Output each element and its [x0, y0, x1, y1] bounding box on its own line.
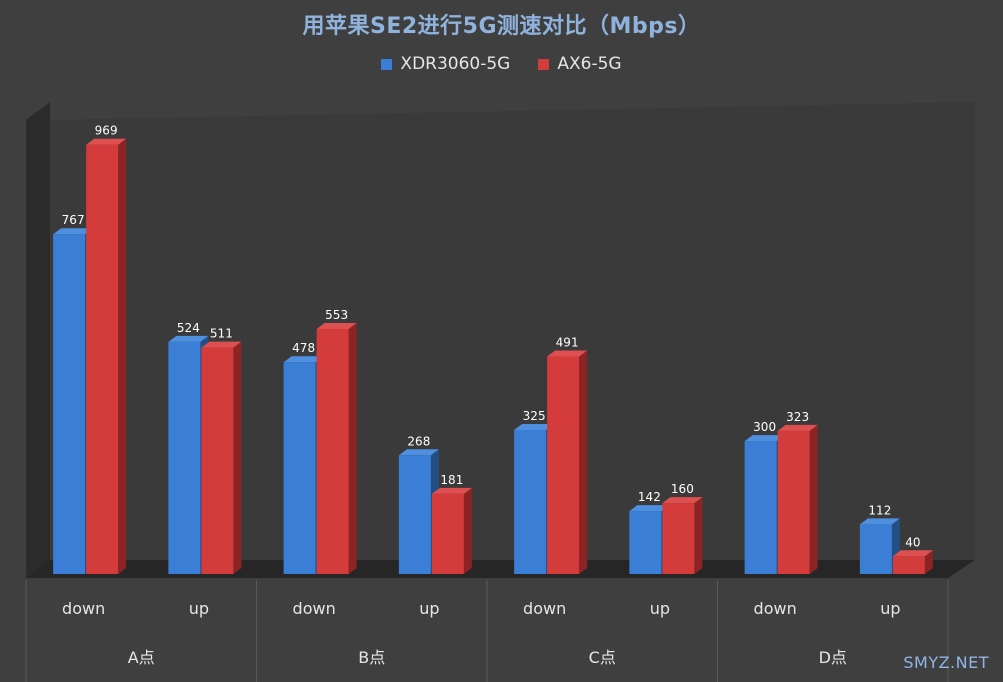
data-label-s1-c4: 268 [407, 434, 430, 448]
bar-top-s2-c4 [431, 487, 472, 494]
category-label-7: down [754, 599, 797, 618]
bar-top-s1-c7 [744, 435, 785, 442]
legend-swatch-series-1 [381, 58, 393, 70]
data-label-s1-c8: 112 [868, 503, 891, 517]
bar-side-s2-c2 [233, 341, 242, 574]
bar-s1-c5 [514, 430, 547, 574]
category-label-5: down [523, 599, 566, 618]
bar-top-s2-c1 [86, 138, 127, 145]
category-label-8: up [880, 599, 900, 618]
data-label-s2-c7: 323 [786, 410, 809, 424]
legend-item-series-2: AX6-5G [538, 54, 622, 74]
data-label-s1-c5: 325 [523, 409, 546, 423]
data-label-s1-c1: 767 [62, 213, 85, 227]
bar-s2-c3 [316, 329, 349, 574]
bar-top-s1-c8 [859, 518, 900, 525]
data-label-s1-c7: 300 [753, 420, 776, 434]
group-label-2: B点 [358, 648, 385, 667]
category-label-2: up [189, 599, 209, 618]
group-label-3: C点 [589, 648, 616, 667]
group-label-1: A点 [128, 648, 155, 667]
bar-s2-c6 [662, 503, 695, 574]
legend-label-series-2: AX6-5G [557, 54, 622, 74]
bar-side-s2-c3 [348, 323, 357, 574]
bar-side-s2-c6 [694, 497, 703, 574]
legend-swatch-series-2 [538, 58, 550, 70]
bar-s1-c3 [283, 362, 316, 574]
data-label-s1-c6: 142 [638, 490, 661, 504]
bar-s2-c2 [201, 347, 234, 574]
data-label-s2-c8: 40 [905, 535, 920, 549]
bar-side-s2-c1 [118, 138, 127, 574]
bar-top-s2-c5 [547, 350, 588, 357]
legend-item-series-1: XDR3060-5G [381, 54, 510, 74]
data-label-s2-c6: 160 [671, 482, 694, 496]
bar-top-s2-c2 [201, 341, 242, 348]
bar-s1-c4 [398, 455, 431, 574]
bar-top-s1-c1 [53, 228, 94, 235]
data-label-s1-c3: 478 [292, 341, 315, 355]
data-label-s1-c2: 524 [177, 321, 200, 335]
bar-side-s2-c5 [579, 350, 588, 574]
category-label-3: down [293, 599, 336, 618]
bar-s2-c5 [547, 356, 580, 574]
bar-s1-c8 [859, 524, 892, 574]
category-label-1: down [62, 599, 105, 618]
plot-side-wall [26, 102, 50, 578]
bar-s2-c8 [892, 556, 925, 574]
bar-s1-c6 [629, 511, 662, 574]
group-label-4: D点 [819, 648, 847, 667]
data-label-s2-c2: 511 [210, 327, 233, 341]
bar-top-s2-c7 [777, 424, 818, 431]
bar-s1-c1 [53, 234, 86, 574]
legend-label-series-1: XDR3060-5G [400, 54, 511, 74]
data-label-s2-c1: 969 [95, 124, 118, 138]
bar-s2-c1 [86, 144, 119, 574]
bar-top-s1-c2 [168, 335, 209, 342]
bar-s1-c7 [744, 441, 777, 574]
plot-back-wall [50, 102, 975, 574]
data-label-s2-c3: 553 [325, 308, 348, 322]
bar-top-s2-c6 [662, 497, 703, 504]
category-label-6: up [650, 599, 670, 618]
bar-side-s2-c7 [809, 424, 818, 574]
bar-side-s2-c4 [463, 487, 472, 574]
data-label-s2-c4: 181 [440, 473, 463, 487]
bar-top-s2-c3 [316, 323, 357, 330]
bar-top-s2-c8 [892, 550, 933, 557]
watermark: SMYZ.NET [903, 653, 989, 672]
bar-s1-c2 [168, 341, 201, 574]
bar-side-s2-c8 [924, 550, 933, 574]
bar-top-s1-c3 [283, 356, 324, 363]
chart-title: 用苹果SE2进行5G测速对比（Mbps） [302, 14, 701, 39]
bar-top-s1-c5 [514, 424, 555, 431]
bar-s2-c7 [777, 430, 810, 574]
plot-floor [26, 560, 975, 578]
bar-s2-c4 [431, 493, 464, 574]
legend: XDR3060-5G AX6-5G [0, 54, 1003, 74]
bar-top-s1-c4 [398, 449, 439, 456]
category-label-4: up [419, 599, 439, 618]
data-label-s2-c5: 491 [556, 335, 579, 349]
bar-top-s1-c6 [629, 505, 670, 512]
